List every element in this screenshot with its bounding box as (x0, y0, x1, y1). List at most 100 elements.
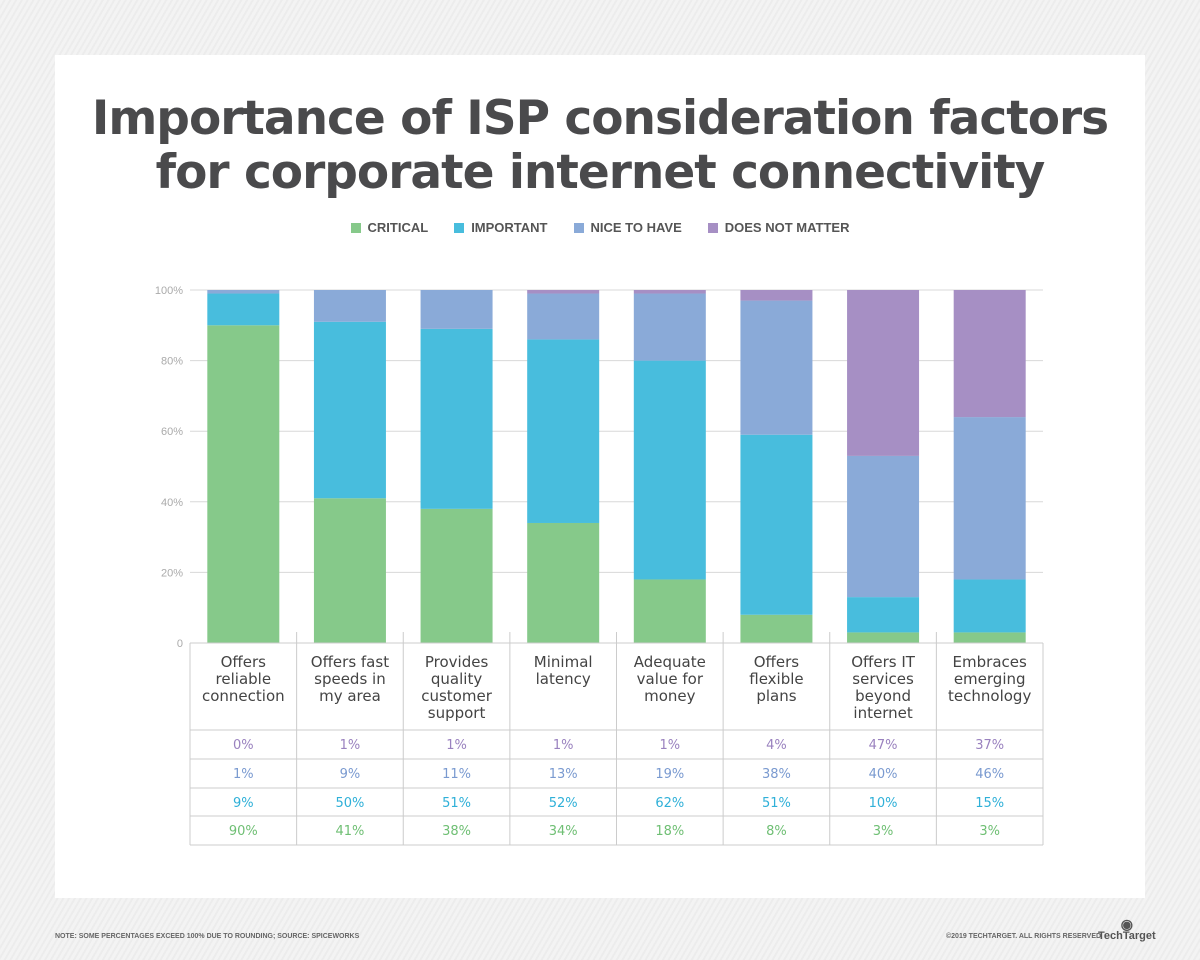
category-label: value for (637, 670, 704, 688)
bar-segment (313, 498, 386, 643)
category-label: services (852, 670, 914, 688)
category-label: my area (319, 687, 381, 705)
bar-segment (527, 293, 600, 340)
data-label: 4% (766, 738, 787, 753)
y-tick-label: 20% (161, 567, 183, 579)
legend-label: NICE TO HAVE (590, 220, 682, 235)
data-label: 8% (766, 824, 787, 839)
category-label: Offers IT (851, 653, 916, 671)
bar-segment (633, 290, 706, 294)
category-label: Offers (754, 653, 800, 671)
category-label: reliable (216, 670, 272, 688)
bar-segment (740, 434, 813, 615)
category-label: customer (421, 687, 492, 705)
legend-swatch (573, 222, 584, 233)
bar-segment (527, 522, 600, 643)
category-label: technology (948, 687, 1031, 705)
chart-title: Importance of ISP consideration factors … (91, 91, 1109, 200)
y-tick-label: 60% (161, 426, 183, 438)
data-label: 1% (553, 738, 574, 753)
data-label: 51% (762, 796, 791, 811)
data-label: 90% (229, 824, 258, 839)
bar-segment (420, 508, 493, 643)
bar-segment (953, 290, 1026, 418)
category-label: Minimal (534, 653, 593, 671)
bar-segment (313, 290, 386, 322)
data-label: 10% (869, 796, 898, 811)
category-label: Adequate (634, 653, 706, 671)
category-label: connection (202, 687, 285, 705)
data-label: 9% (233, 796, 254, 811)
bar-segment (847, 455, 920, 598)
bar-segment (953, 632, 1026, 643)
category-label: emerging (954, 670, 1026, 688)
data-label: 1% (446, 738, 467, 753)
legend-item: IMPORTANT (454, 220, 548, 235)
category-label: Offers (221, 653, 267, 671)
y-tick-label: 80% (161, 356, 183, 368)
category-label: Offers fast (311, 653, 389, 671)
bar-segment (633, 293, 706, 361)
data-label: 62% (655, 796, 684, 811)
category-label: plans (756, 687, 796, 705)
bar-segment (207, 290, 280, 294)
category-label: support (428, 704, 486, 722)
data-label: 1% (340, 738, 361, 753)
legend-label: IMPORTANT (471, 220, 548, 235)
bar-segment (953, 579, 1026, 633)
data-label: 41% (335, 824, 364, 839)
data-label: 38% (762, 767, 791, 782)
data-label: 9% (340, 767, 361, 782)
data-label: 3% (979, 824, 1000, 839)
y-tick-label: 0 (177, 638, 183, 650)
legend-item: NICE TO HAVE (573, 220, 682, 235)
data-label: 37% (975, 738, 1004, 753)
data-label: 1% (660, 738, 681, 753)
legend: CRITICAL IMPORTANT NICE TO HAVE DOES NOT MA… (0, 220, 1200, 235)
bar-segment (633, 360, 706, 580)
bar-segment (847, 632, 920, 643)
y-tick-label: 40% (161, 497, 183, 509)
data-label: 18% (655, 824, 684, 839)
bar-segment (740, 300, 813, 435)
category-label: internet (853, 704, 912, 722)
data-label: 11% (442, 767, 471, 782)
category-label: latency (536, 670, 591, 688)
bar-segment (527, 290, 600, 294)
data-label: 34% (549, 824, 578, 839)
footnote: NOTE: SOME PERCENTAGES EXCEED 100% DUE T… (55, 933, 360, 940)
bar-segment (313, 321, 386, 499)
category-label: quality (431, 670, 482, 688)
category-label: speeds in (314, 670, 386, 688)
data-label: 46% (975, 767, 1004, 782)
legend-swatch (350, 222, 361, 233)
y-tick-label: 100% (155, 285, 183, 297)
data-label: 50% (335, 796, 364, 811)
bar-segment (527, 339, 600, 523)
data-label: 3% (873, 824, 894, 839)
copyright: ©2019 TECHTARGET. ALL RIGHTS RESERVED (946, 933, 1102, 940)
data-label: 1% (233, 767, 254, 782)
bar-segment (420, 328, 493, 509)
data-label: 47% (869, 738, 898, 753)
legend-label: CRITICAL (367, 220, 429, 235)
techtarget-logo: ◉ TechTarget (1098, 916, 1156, 942)
category-label: flexible (749, 670, 803, 688)
legend-item: DOES NOT MATTER (707, 220, 850, 235)
legend-label: DOES NOT MATTER (724, 220, 850, 235)
data-label: 15% (975, 796, 1004, 811)
bar-segment (953, 417, 1026, 580)
bar-segment (207, 325, 280, 643)
bar-segment (207, 293, 280, 326)
data-label: 40% (869, 767, 898, 782)
bar-segment (847, 597, 920, 633)
data-label: 51% (442, 796, 471, 811)
data-label: 13% (549, 767, 578, 782)
category-label: beyond (855, 687, 911, 705)
bar-segment (740, 290, 813, 301)
eye-icon: ◉ (1120, 916, 1133, 932)
logo-text: TechTarget (1098, 930, 1156, 942)
bar-segment (633, 579, 706, 643)
bar-segment (847, 290, 920, 456)
